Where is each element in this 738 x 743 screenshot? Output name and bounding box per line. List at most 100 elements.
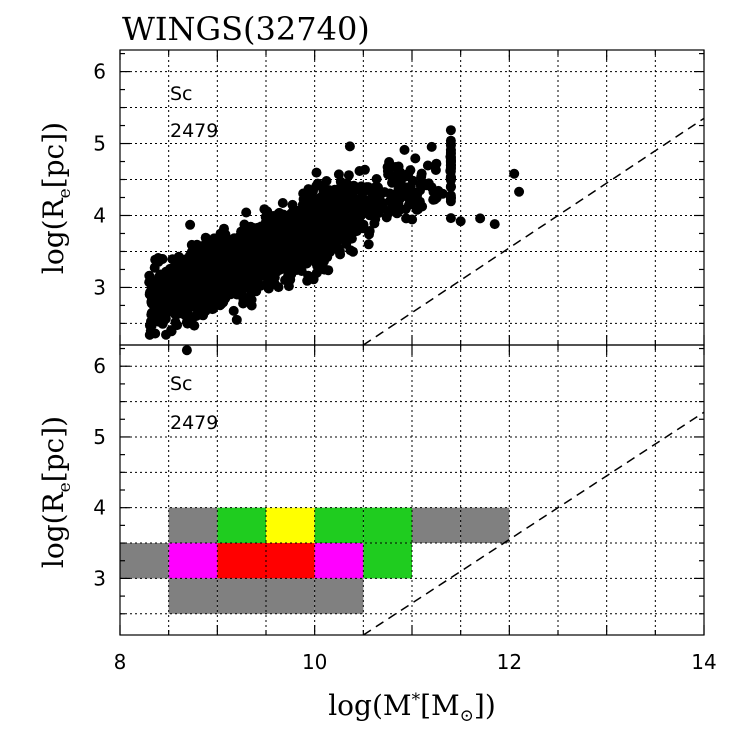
scatter-point <box>241 207 252 218</box>
scatter-point <box>359 164 370 175</box>
heatmap-cell-green <box>363 507 412 544</box>
scatter-point <box>287 199 298 210</box>
bottom-count-label: 2479 <box>170 412 218 434</box>
scatter-point <box>317 244 328 255</box>
scatter-point <box>399 144 410 155</box>
heatmap-cell-red <box>217 543 266 579</box>
scatter-point <box>383 169 394 180</box>
scatter-point <box>205 269 216 280</box>
scatter-point <box>301 215 312 225</box>
scatter-point <box>360 196 371 207</box>
scatter-point <box>369 218 380 229</box>
xlabel-part-a: log(M <box>328 689 411 722</box>
scatter-point <box>351 197 362 208</box>
top-grid <box>120 50 704 345</box>
scatter-point <box>408 187 419 198</box>
x-tick-label: 14 <box>691 650 716 674</box>
heatmap-cell-grey <box>217 578 266 614</box>
top-dashed-line <box>362 117 705 346</box>
scatter-point <box>227 278 238 289</box>
heatmap-cell-grey <box>266 578 315 614</box>
scatter-point <box>354 211 365 222</box>
scatter-point <box>347 217 358 228</box>
scatter-point <box>320 264 331 275</box>
scatter-point <box>263 283 274 294</box>
heatmap-cell-grey <box>412 507 461 544</box>
scatter-point <box>202 250 213 261</box>
scatter-point <box>219 223 229 234</box>
scatter-point <box>290 254 301 265</box>
scatter-point <box>335 232 346 243</box>
scatter-point <box>299 257 310 268</box>
scatter-point <box>410 153 421 164</box>
scatter-point <box>161 266 171 277</box>
y-tick-label: 3 <box>93 275 106 299</box>
scatter-point <box>221 254 232 264</box>
heatmap-cell-grey <box>120 543 169 579</box>
scatter-point <box>264 211 275 221</box>
scatter-point <box>231 314 242 325</box>
scatter-point <box>309 203 320 214</box>
scatter-point <box>186 284 196 294</box>
bottom-panel: Sc 2479 3 4 5 6 8 10 12 14 <box>93 344 717 674</box>
scatter-point <box>200 232 211 243</box>
scatter-point <box>333 243 344 254</box>
bottom-morph-label: Sc <box>170 373 193 395</box>
scatter-point <box>219 286 230 297</box>
scatter-point <box>445 125 456 136</box>
x-axis-title: log(M*[M⊙]) <box>328 689 496 726</box>
scatter-point <box>346 190 357 200</box>
scatter-point <box>371 174 382 184</box>
bottom-grid <box>120 345 704 635</box>
heatmap-cell-magenta <box>168 543 218 579</box>
scatter-point <box>270 247 281 258</box>
scatter-point <box>317 182 328 193</box>
top-scatter-points <box>144 125 525 356</box>
scatter-point <box>329 199 340 210</box>
top-y-axis-title: log(Re[pc]) <box>37 122 75 274</box>
scatter-point <box>381 212 392 223</box>
scatter-point <box>223 240 234 251</box>
scatter-point <box>303 270 314 281</box>
top-morph-label: Sc <box>170 83 193 105</box>
scatter-point <box>311 217 322 228</box>
top-ylabel-part-a: log(R <box>37 197 70 274</box>
scatter-point <box>170 317 181 328</box>
scatter-point <box>430 165 441 175</box>
scatter-point <box>322 252 333 263</box>
scatter-point <box>174 267 185 278</box>
y-tick-label: 6 <box>93 354 106 378</box>
scatter-point <box>422 160 433 171</box>
scatter-point <box>428 194 439 205</box>
bottom-ticks <box>119 345 705 635</box>
x-tick-label: 12 <box>497 650 522 674</box>
scatter-point <box>514 186 525 197</box>
y-tick-label: 4 <box>93 203 106 227</box>
scatter-point <box>244 259 255 269</box>
scatter-point <box>234 285 245 296</box>
scatter-point <box>291 263 302 274</box>
scatter-point <box>377 203 388 214</box>
top-count-label: 2479 <box>170 120 218 142</box>
bottom-frame <box>119 344 705 636</box>
heatmap-cell-grey <box>168 507 218 544</box>
svg-text:log(Re[pc]): log(Re[pc]) <box>37 416 75 568</box>
top-ylabel-part-b: [pc]) <box>37 122 70 188</box>
bottom-y-axis-title: log(Re[pc]) <box>37 416 75 568</box>
top-panel: Sc 2479 3 4 5 6 <box>93 49 705 356</box>
scatter-point <box>322 233 333 244</box>
scatter-point <box>272 229 283 239</box>
heatmap-cell-green <box>314 507 364 544</box>
scatter-point <box>475 213 486 224</box>
scatter-point <box>370 185 381 196</box>
scatter-point <box>235 240 246 251</box>
x-tick-labels: 8 10 12 14 <box>114 650 717 674</box>
top-ylabel-sub: e <box>55 188 75 198</box>
scatter-point <box>346 233 357 244</box>
svg-text:log(Re[pc]): log(Re[pc]) <box>37 122 75 274</box>
scatter-point <box>489 219 500 230</box>
scatter-point <box>165 282 176 293</box>
scatter-point <box>348 180 359 191</box>
scatter-point <box>437 188 448 199</box>
